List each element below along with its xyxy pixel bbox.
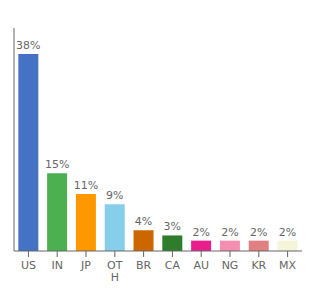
svg-text:AU: AU <box>193 259 209 272</box>
svg-text:15%: 15% <box>45 158 69 171</box>
svg-text:2%: 2% <box>192 226 209 239</box>
svg-text:4%: 4% <box>135 215 152 228</box>
svg-text:2%: 2% <box>250 226 267 239</box>
svg-text:2%: 2% <box>279 226 296 239</box>
svg-text:38%: 38% <box>16 39 40 52</box>
svg-text:MX: MX <box>279 259 296 272</box>
svg-text:9%: 9% <box>106 189 123 202</box>
svg-text:11%: 11% <box>74 179 98 192</box>
svg-text:IN: IN <box>51 259 62 272</box>
svg-text:2%: 2% <box>221 226 238 239</box>
svg-text:NG: NG <box>222 259 239 272</box>
svg-text:3%: 3% <box>164 220 181 233</box>
svg-text:CA: CA <box>165 259 181 272</box>
svg-text:KR: KR <box>251 259 266 272</box>
svg-text:BR: BR <box>136 259 152 272</box>
svg-text:JP: JP <box>80 259 91 272</box>
svg-text:OTH: OTH <box>107 259 123 284</box>
svg-text:US: US <box>21 259 36 272</box>
